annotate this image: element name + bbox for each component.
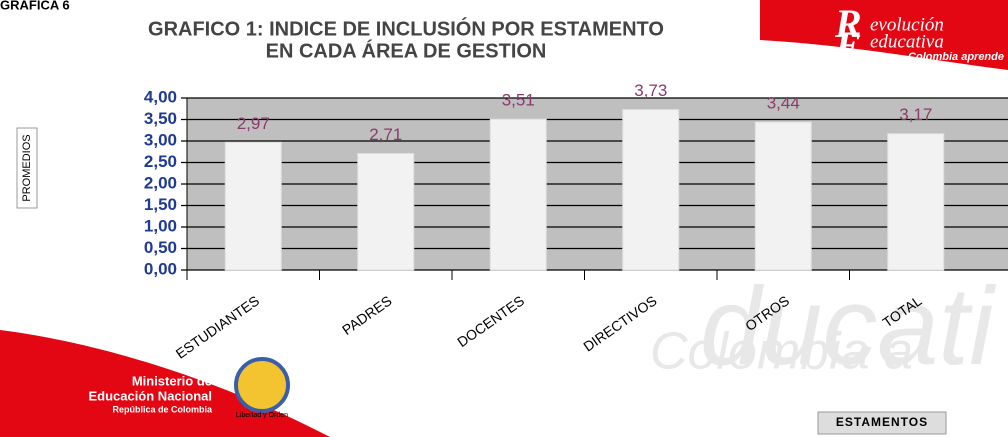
y-tick-label: 3,00 (144, 130, 177, 149)
caption: GRAFICA 6 (0, 0, 70, 12)
y-axis-label: PROMEDIOS (21, 134, 33, 201)
bar (755, 122, 811, 270)
bar (358, 153, 414, 270)
value-label: 3,17 (899, 105, 932, 124)
logo-text: educativa (870, 31, 944, 52)
motto: Libertad y Orden (236, 412, 288, 419)
y-tick-label: 2,00 (144, 173, 177, 192)
y-tick-label: 2,50 (144, 152, 177, 171)
ministry-text: Ministerio de (132, 373, 212, 388)
bar (225, 142, 281, 270)
y-tick-label: 4,00 (144, 87, 177, 106)
value-label: 2,97 (237, 114, 270, 133)
value-label: 3,44 (767, 94, 800, 113)
logo-glyph: E (834, 23, 862, 68)
bar (888, 134, 944, 270)
bar (490, 119, 546, 270)
watermark: Colombia a (650, 323, 913, 381)
y-tick-label: 0,50 (144, 238, 177, 257)
value-label: 3,73 (634, 81, 667, 100)
ministry-text: Educación Nacional (88, 388, 212, 403)
y-tick-label: 0,00 (144, 259, 177, 278)
x-tick-label: ESTUDIANTES (173, 292, 262, 361)
value-label: 3,51 (502, 91, 535, 110)
title-line: EN CADA ÁREA DE GESTION (266, 39, 547, 62)
y-tick-label: 1,50 (144, 195, 177, 214)
logo-tagline: Colombia aprende (908, 51, 1004, 63)
coat-of-arms (236, 359, 288, 411)
y-tick-label: 1,00 (144, 216, 177, 235)
title-line: GRAFICO 1: INDICE DE INCLUSIÓN POR ESTAM… (148, 16, 664, 40)
bar (623, 110, 679, 270)
y-tick-label: 3,50 (144, 109, 177, 128)
x-tick-label: PADRES (339, 292, 394, 338)
slide: GRAFICA 6 GRAFICO 1: INDICE DE INCLUSIÓN… (0, 0, 1008, 437)
ministry-text: República de Colombia (112, 404, 213, 414)
value-label: 2,71 (369, 125, 402, 144)
x-axis-label: ESTAMENTOS (836, 415, 928, 429)
x-tick-label: DIRECTIVOS (580, 292, 659, 354)
x-tick-label: DOCENTES (454, 292, 527, 350)
